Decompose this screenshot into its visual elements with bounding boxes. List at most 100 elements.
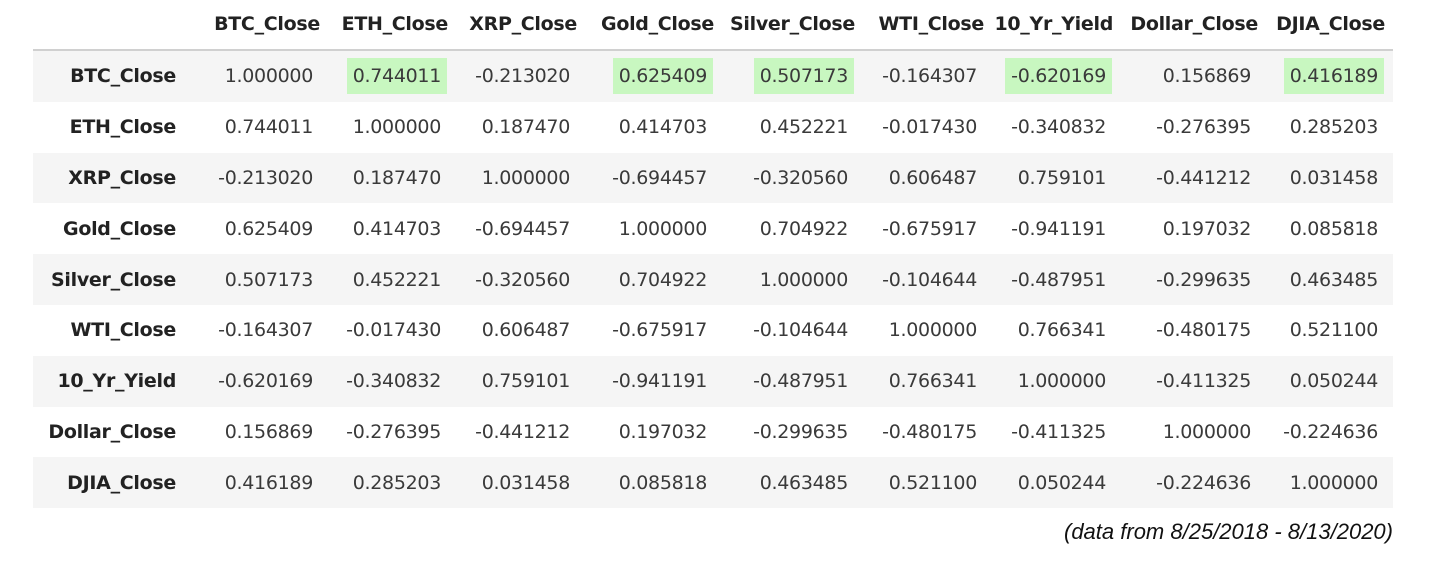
row-header: 10_Yr_Yield — [33, 355, 184, 407]
cell-value: 0.521100 — [888, 471, 978, 494]
cell-value: -0.340832 — [1011, 116, 1106, 139]
table-cell: 0.050244 — [992, 457, 1121, 509]
cell-value: -0.164307 — [218, 319, 313, 342]
cell-value: -0.441212 — [475, 420, 570, 443]
table-row: ETH_Close 0.744011 1.000000 0.187470 0.41470… — [33, 102, 1393, 153]
cell-value: -0.224636 — [1283, 420, 1378, 443]
table-cell: -0.164307 — [184, 305, 328, 356]
table-cell: 0.085818 — [1266, 203, 1393, 254]
table-cell: -0.480175 — [1121, 305, 1266, 356]
cell-value: -0.276395 — [346, 420, 441, 443]
row-header: DJIA_Close — [33, 457, 184, 509]
table-cell: 0.766341 — [863, 355, 992, 407]
column-header: BTC_Close — [184, 0, 328, 51]
table-cell: 0.187470 — [328, 152, 456, 204]
table-cell: -0.213020 — [184, 152, 328, 204]
table-cell: -0.675917 — [863, 203, 992, 254]
index-header — [33, 0, 184, 51]
cell-value: -0.213020 — [218, 166, 313, 189]
table-cell: -0.224636 — [1121, 457, 1266, 509]
cell-value: 1.000000 — [1162, 420, 1252, 443]
row-header: Gold_Close — [63, 217, 176, 240]
row-header: BTC_Close — [33, 50, 184, 102]
table-cell: 0.416189 — [1266, 50, 1393, 102]
table-cell: 0.521100 — [1266, 305, 1393, 356]
table-cell: 1.000000 — [585, 203, 722, 254]
table-cell: 0.606487 — [456, 305, 585, 356]
cell-value: -0.164307 — [882, 65, 977, 88]
cell-value: -0.017430 — [346, 319, 441, 342]
table-cell: -0.441212 — [456, 407, 585, 458]
table-cell: -0.017430 — [863, 102, 992, 153]
table-cell: 0.187470 — [456, 102, 585, 153]
cell-value: 0.285203 — [352, 471, 442, 494]
cell-value: 0.766341 — [1017, 319, 1107, 342]
table-cell: 0.452221 — [722, 102, 863, 153]
table-cell: 1.000000 — [992, 355, 1121, 407]
cell-value: 0.031458 — [481, 471, 571, 494]
data-date-range-caption: (data from 8/25/2018 - 8/13/2020) — [1064, 519, 1393, 544]
table-cell: -0.320560 — [456, 254, 585, 305]
table-cell: 0.416189 — [184, 457, 328, 509]
cell-value: 1.000000 — [888, 319, 978, 342]
cell-value: -0.104644 — [882, 268, 977, 291]
table-cell: -0.487951 — [722, 355, 863, 407]
cell-value: -0.411325 — [1156, 370, 1251, 393]
table-cell: 0.452221 — [328, 254, 456, 305]
cell-value: -0.276395 — [1156, 116, 1251, 139]
row-header: WTI_Close — [70, 319, 177, 342]
table-cell: -0.320560 — [722, 152, 863, 204]
cell-value: 0.285203 — [1289, 116, 1379, 139]
table-cell: -0.441212 — [1121, 152, 1266, 204]
cell-value: -0.480175 — [1156, 319, 1251, 342]
table-cell: 0.050244 — [1266, 355, 1393, 407]
cell-value: 0.463485 — [1289, 268, 1379, 291]
table-cell: 0.414703 — [585, 102, 722, 153]
cell-value: -0.487951 — [753, 370, 848, 393]
column-header: WTI_Close — [863, 0, 992, 51]
table-cell: -0.104644 — [863, 254, 992, 305]
row-header: XRP_Close — [33, 152, 184, 204]
cell-value: -0.104644 — [753, 319, 848, 342]
column-header: Dollar_Close — [1121, 0, 1266, 51]
table-cell: -0.340832 — [992, 102, 1121, 153]
table-cell: 0.606487 — [863, 152, 992, 204]
cell-value: 0.085818 — [618, 471, 708, 494]
table-cell: 0.285203 — [1266, 102, 1393, 153]
table-cell: 1.000000 — [328, 102, 456, 153]
column-header: DJIA_Close — [1266, 0, 1393, 51]
cell-value: 0.759101 — [1017, 166, 1107, 189]
table-cell: -0.213020 — [456, 50, 585, 102]
cell-value: -0.694457 — [475, 217, 570, 240]
table-cell: -0.104644 — [722, 305, 863, 356]
cell-value: -0.213020 — [475, 65, 570, 88]
table-cell: 0.704922 — [585, 254, 722, 305]
cell-value: -0.941191 — [612, 370, 707, 393]
table-cell: 0.521100 — [863, 457, 992, 509]
cell-value: 0.521100 — [1289, 319, 1379, 342]
table-row: BTC_Close 1.000000 0.744011 -0.213020 0.6254… — [33, 50, 1393, 102]
table-cell: 0.463485 — [1266, 254, 1393, 305]
highlighted-cell-value: 0.507173 — [753, 58, 854, 95]
cell-value: 1.000000 — [759, 268, 849, 291]
cell-value: -0.480175 — [882, 420, 977, 443]
table-cell: 1.000000 — [1121, 407, 1266, 458]
table-body: BTC_Close 1.000000 0.744011 -0.213020 0.6254… — [33, 50, 1393, 509]
table-cell: -0.620169 — [184, 355, 328, 407]
table-row: 10_Yr_Yield -0.620169 -0.340832 0.759101 -0.… — [33, 355, 1393, 407]
table-cell: -0.941191 — [585, 355, 722, 407]
highlighted-cell-value: 0.416189 — [1283, 58, 1384, 95]
cell-value: 0.156869 — [1162, 65, 1252, 88]
table-cell: 1.000000 — [184, 50, 328, 102]
table-cell: 0.031458 — [456, 457, 585, 509]
table-cell: 0.031458 — [1266, 152, 1393, 204]
table-cell: 0.285203 — [328, 457, 456, 509]
table-cell: -0.164307 — [863, 50, 992, 102]
column-header: XRP_Close — [456, 0, 585, 51]
cell-value: 0.704922 — [618, 268, 708, 291]
cell-value: -0.441212 — [1156, 166, 1251, 189]
table-row: XRP_Close -0.213020 0.187470 1.000000 -0.694… — [33, 152, 1393, 204]
row-header: ETH_Close — [69, 116, 177, 139]
table-cell: 0.507173 — [722, 50, 863, 102]
cell-value: -0.299635 — [753, 420, 848, 443]
